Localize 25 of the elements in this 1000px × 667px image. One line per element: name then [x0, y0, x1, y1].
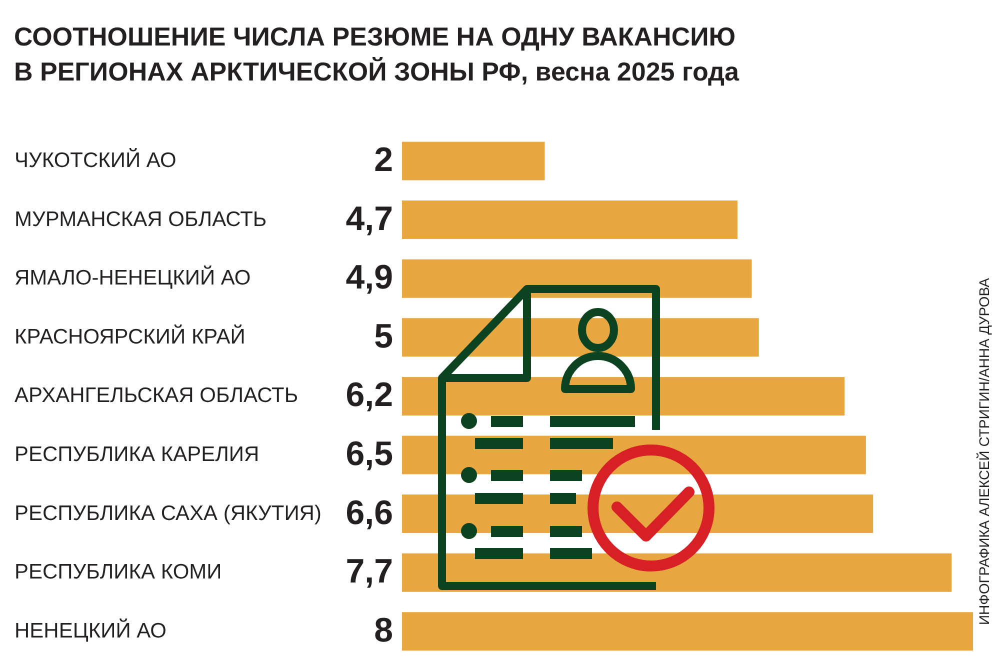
y-tick-label: МУРМАНСКАЯ ОБЛАСТЬ: [14, 208, 267, 231]
bar: [402, 142, 545, 180]
data-label: 8: [374, 611, 393, 650]
y-tick-label: РЕСПУБЛИКА САХА (ЯКУТИЯ): [14, 502, 322, 525]
data-label: 4,9: [346, 258, 393, 297]
bar: [402, 612, 973, 651]
data-label: 4,7: [346, 200, 393, 238]
y-tick-label: АРХАНГЕЛЬСКАЯ ОБЛАСТЬ: [14, 384, 298, 408]
y-tick-label: ЯМАЛО-НЕНЕЦКИЙ АО: [14, 266, 251, 290]
data-label: 6,2: [346, 376, 393, 414]
text: ИНФОГРАФИКА АЛЕКСЕЙ СТРИГИН/АННА ДУРОВА: [976, 277, 992, 625]
y-tick-label: НЕНЕЦКИЙ АО: [14, 618, 167, 642]
y-tick-label: ЧУКОТСКИЙ АО: [14, 148, 176, 172]
data-label: 2: [374, 141, 393, 179]
bar: [402, 259, 752, 298]
bar: [402, 200, 738, 240]
y-tick-label: РЕСПУБЛИКА КОМИ: [14, 560, 222, 584]
data-label: 6,6: [346, 494, 393, 532]
data-label: 6,5: [346, 435, 393, 473]
data-label: 5: [374, 317, 393, 356]
y-tick-label: РЕСПУБЛИКА КАРЕЛИЯ: [14, 443, 260, 466]
y-tick-label: КРАСНОЯРСКИЙ КРАЙ: [14, 324, 246, 348]
data-label: 7,7: [346, 552, 393, 591]
bar: [402, 376, 845, 416]
chart-title: СООТНОШЕНИЕ ЧИСЛА РЕЗЮМЕ НА ОДНУ ВАКАНСИЮ В РЕГИОНАХ АРКТИЧЕСКОЙ ЗОНЫ РФ, весна 2025 года: [14, 22, 740, 87]
